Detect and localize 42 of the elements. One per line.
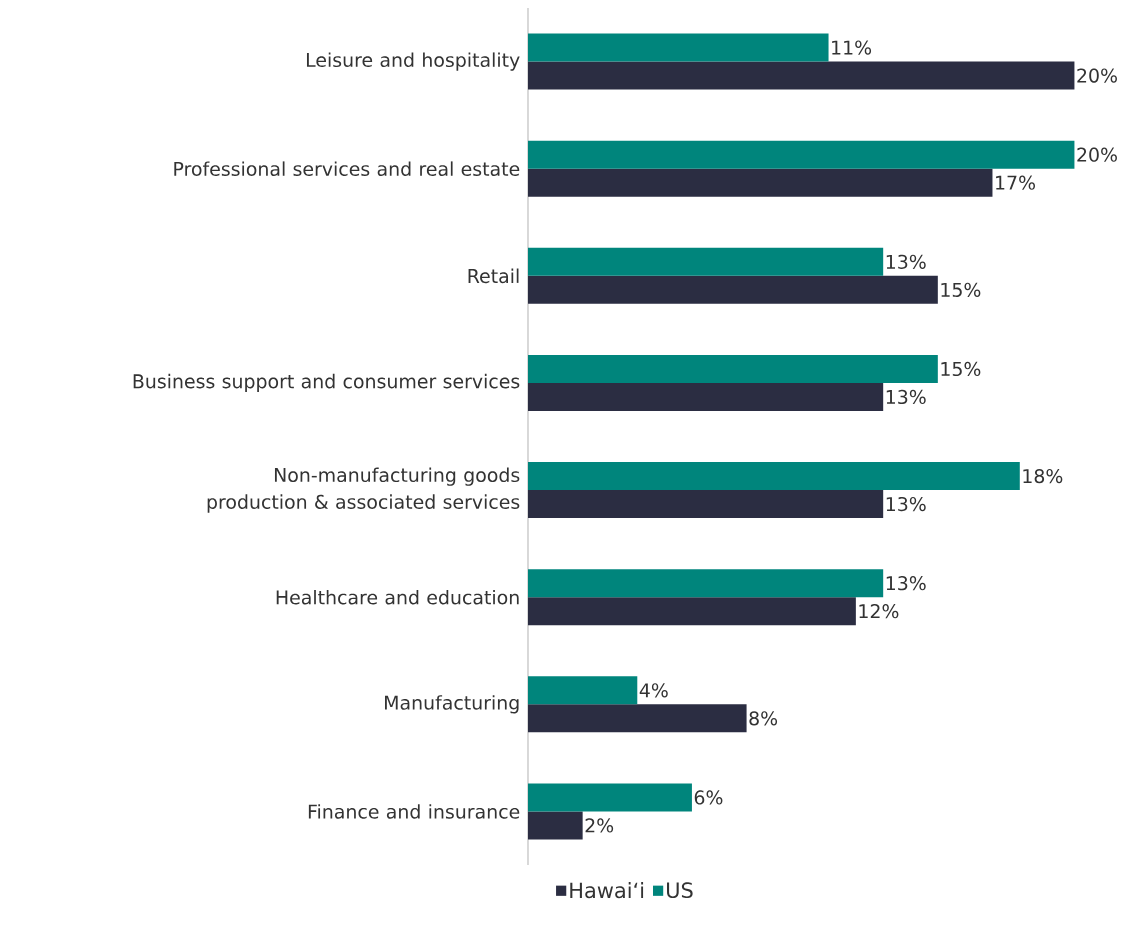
bar	[528, 704, 747, 733]
data-label: 4%	[639, 683, 668, 698]
bar	[528, 676, 638, 705]
y-tick-label: Healthcare and education	[276, 589, 519, 605]
y-tick-label: Business support and consumer services	[133, 373, 520, 393]
data-label: 18%	[1023, 468, 1063, 484]
bar	[528, 783, 692, 812]
bar	[528, 168, 993, 197]
data-label: 13%	[886, 496, 926, 512]
bar	[528, 462, 1020, 491]
data-label: 6%	[694, 790, 723, 805]
bar	[528, 33, 829, 62]
legend-label: US	[667, 882, 693, 899]
y-tick-label: Retail	[468, 268, 519, 284]
data-label: 20%	[1077, 68, 1117, 83]
bar	[528, 597, 856, 626]
data-label: 13%	[886, 576, 926, 591]
data-label: 13%	[886, 254, 926, 269]
data-label: 11%	[832, 40, 872, 55]
data-label: 15%	[941, 282, 981, 297]
data-label: 13%	[886, 389, 926, 405]
data-label: 8%	[749, 711, 778, 726]
y-tick-label: Professional services and real estate	[174, 161, 520, 177]
y-tick-label: Leisure and hospitality	[306, 52, 520, 71]
bar	[528, 569, 884, 598]
y-tick-label: Manufacturing	[385, 695, 519, 714]
bar	[528, 811, 583, 840]
y-tick-label: Finance and insurance	[308, 804, 520, 819]
data-label: 15%	[941, 361, 981, 377]
bar	[528, 140, 1075, 169]
data-label: 20%	[1077, 147, 1117, 162]
data-label: 12%	[859, 604, 899, 619]
bar	[528, 490, 884, 519]
data-label: 17%	[996, 175, 1036, 190]
bar	[528, 61, 1075, 90]
legend-label: Hawaiʻi	[570, 882, 644, 899]
bar	[528, 382, 884, 411]
y-tick-label: Non-manufacturing goods production & associated services	[207, 467, 520, 513]
bar	[528, 354, 938, 383]
data-label: 2%	[585, 818, 614, 833]
bar	[528, 275, 938, 304]
bar	[528, 247, 884, 276]
